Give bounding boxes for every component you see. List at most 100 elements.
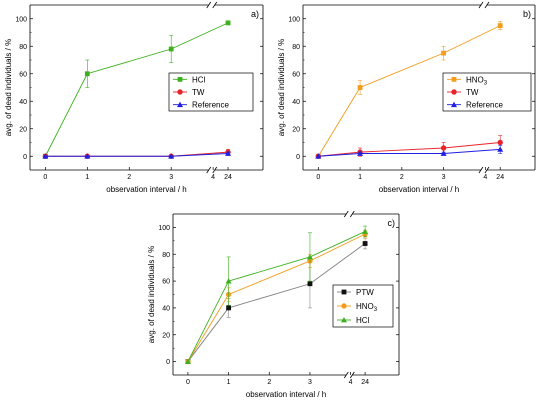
legend-label: Reference: [466, 101, 503, 110]
y-tick-label: 60: [19, 71, 27, 78]
x-axis-label: observation interval / h: [106, 185, 187, 194]
chart-panel-3: 0 20 40 60 80 100 0 1 2 3 4 24 observation interval …: [147, 210, 400, 399]
data-point: [225, 20, 231, 26]
y-tick-label: 80: [162, 252, 170, 259]
y-tick-label: 20: [292, 126, 300, 133]
axis-break-mark: [349, 210, 355, 218]
data-point: [168, 46, 174, 52]
series-line: [187, 243, 366, 362]
axis-break-mark: [206, 166, 212, 174]
x-tick-label: 0: [186, 379, 190, 386]
legend-marker: [341, 289, 347, 295]
legend-label: Reference: [192, 101, 229, 110]
x-tick-label: 24: [496, 174, 504, 181]
y-tick-label: 20: [162, 332, 170, 339]
series-line: [187, 233, 366, 362]
x-tick-label: 3: [308, 379, 312, 386]
legend-marker: [341, 303, 347, 309]
series-line: [44, 22, 229, 157]
y-tick-label: 40: [292, 99, 300, 106]
axis-break-mark: [478, 1, 484, 9]
x-tick-label: 0: [316, 174, 320, 181]
data-point: [497, 146, 504, 152]
legend-marker: [177, 101, 183, 108]
y-tick-label: 100: [158, 225, 170, 232]
x-tick-label: 0: [43, 174, 47, 181]
legend-label: HNO3: [466, 75, 488, 86]
data-point: [307, 281, 313, 287]
legend-marker: [341, 317, 347, 323]
axis-break-mark: [206, 1, 212, 9]
y-tick-label: 0: [166, 359, 170, 366]
series-line: [317, 25, 501, 157]
y-tick-label: 60: [162, 279, 170, 286]
chart-panel-1: 0 20 40 60 80 100 0 1 2 3 4 24 observation interval …: [4, 1, 264, 194]
data-point: [362, 228, 369, 234]
data-point: [357, 85, 363, 90]
y-axis-label: avg. of dead individuals / %: [4, 39, 13, 136]
data-point: [440, 150, 447, 156]
series-line: [318, 148, 501, 157]
x-tick-label: 1: [227, 379, 231, 386]
axis-break-mark: [478, 166, 484, 174]
data-point: [315, 153, 322, 159]
axis-break-mark: [212, 166, 218, 174]
axis-break-mark: [343, 210, 349, 218]
y-tick-label: 100: [15, 16, 27, 23]
x-tick-label: 2: [127, 174, 131, 181]
x-tick-label: 1: [358, 174, 362, 181]
axis-break-mark: [212, 1, 218, 9]
series-line: [187, 231, 366, 362]
panel-label: c): [388, 218, 396, 228]
legend-label-subscript: 3: [484, 80, 488, 86]
legend-marker: [177, 89, 183, 95]
data-point: [497, 139, 503, 146]
axis-break-mark: [484, 166, 490, 174]
series-3: [42, 150, 232, 159]
y-axis-label: avg. of dead individuals / %: [277, 39, 286, 136]
series-2: [315, 135, 503, 159]
legend-marker: [451, 89, 457, 95]
x-tick-label: 4: [211, 174, 215, 181]
x-tick-label: 24: [224, 174, 232, 181]
x-tick-label: 3: [169, 174, 173, 181]
series-2: [42, 149, 231, 159]
data-point: [226, 305, 231, 311]
y-tick-label: 0: [296, 154, 300, 161]
x-tick-label: 24: [361, 379, 369, 386]
series-line: [45, 151, 229, 157]
series-line: [45, 153, 229, 157]
y-tick-label: 100: [288, 16, 300, 23]
x-axis-label: observation interval / h: [246, 390, 327, 399]
data-point: [84, 71, 90, 77]
x-tick-label: 4: [483, 174, 487, 181]
y-tick-label: 20: [19, 126, 27, 133]
data-point: [184, 358, 191, 364]
series-3: [184, 225, 369, 364]
legend-label: TW: [192, 88, 205, 97]
y-tick-label: 80: [19, 44, 27, 51]
series-1: [42, 20, 231, 159]
y-tick-label: 0: [23, 154, 27, 161]
legend-marker: [451, 76, 457, 82]
x-tick-label: 2: [400, 174, 404, 181]
data-point: [42, 153, 49, 159]
y-tick-label: 80: [292, 44, 300, 51]
y-axis-label: avg. of dead individuals / %: [147, 246, 156, 343]
data-point: [497, 23, 503, 29]
axis-break-mark: [349, 371, 355, 379]
axis-break-mark: [343, 371, 349, 379]
legend-label: HCl: [356, 316, 370, 325]
x-tick-label: 1: [85, 174, 89, 181]
panel-label: b): [523, 9, 531, 19]
y-tick-label: 60: [292, 71, 300, 78]
legend-marker: [451, 101, 457, 108]
legend-label: PTW: [356, 288, 374, 297]
x-tick-label: 4: [349, 379, 353, 386]
data-point: [306, 253, 313, 260]
series-line: [318, 142, 501, 157]
legend-label: HCl: [192, 75, 206, 84]
series-3: [315, 144, 504, 159]
data-point: [225, 278, 232, 284]
